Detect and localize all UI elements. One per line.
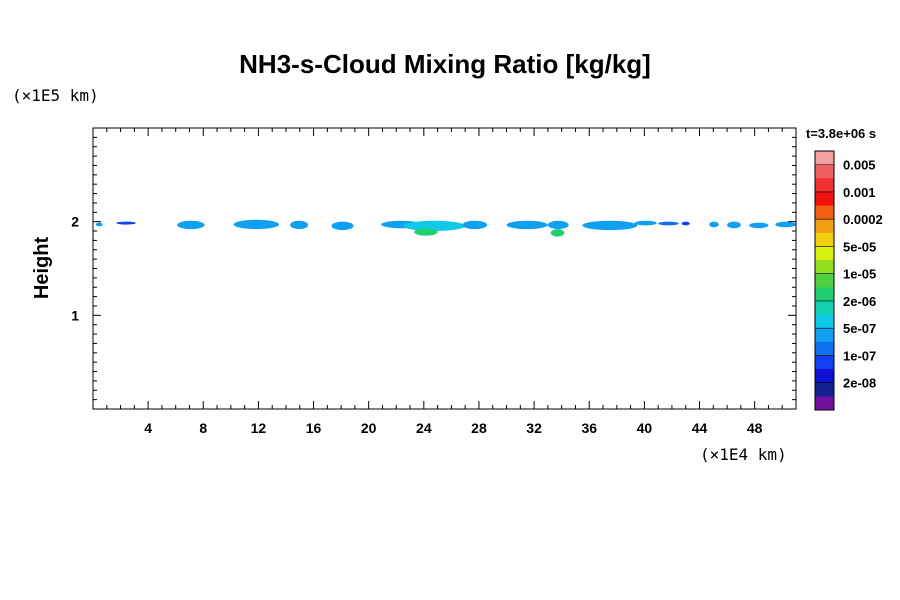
colorbar-label: 5e-07	[843, 321, 876, 336]
cloud-patch	[116, 221, 136, 225]
x-tick-label: 8	[199, 420, 207, 436]
colorbar-label: 0.005	[843, 158, 876, 173]
chart-title: NH3-s-Cloud Mixing Ratio [kg/kg]	[239, 49, 651, 79]
y-tick-label: 2	[71, 214, 79, 230]
colorbar-segment	[815, 328, 834, 343]
colorbar-segment	[815, 341, 834, 356]
colorbar-segment	[815, 300, 834, 316]
x-unit-label: (×1E4 km)	[700, 445, 787, 464]
cloud-patch	[95, 222, 103, 227]
colorbar-segment	[815, 191, 834, 207]
colorbar-segment	[815, 355, 834, 370]
colorbar-segment	[815, 164, 834, 179]
colorbar-segment	[815, 396, 834, 411]
colorbar-segment	[815, 232, 834, 247]
colorbar-segment	[815, 205, 834, 220]
cloud-patch	[582, 220, 638, 231]
colorbar-label: 2e-08	[843, 376, 876, 391]
x-tick-label: 48	[747, 420, 763, 436]
colorbar-segment	[815, 178, 834, 193]
cloud-patch	[550, 229, 565, 237]
cloud-patch	[658, 221, 679, 226]
y-tick-label: 1	[71, 307, 79, 323]
cloud-patch	[233, 219, 280, 230]
colorbar-segment	[815, 382, 834, 397]
cloud-patch	[749, 222, 769, 229]
x-tick-label: 20	[361, 420, 377, 436]
x-tick-label: 44	[692, 420, 708, 436]
colorbar-label: 1e-07	[843, 348, 876, 363]
cloud-patch	[634, 220, 657, 226]
colorbar-segment	[815, 246, 834, 261]
x-tick-label: 36	[581, 420, 597, 436]
x-tick-label: 28	[471, 420, 487, 436]
x-tick-label: 32	[526, 420, 542, 436]
colorbar-label: 5e-05	[843, 239, 876, 254]
colorbar-segment	[815, 369, 834, 384]
cloud-patch	[547, 220, 569, 230]
cloud-layer	[95, 219, 796, 237]
y-axis-label: Height	[31, 237, 53, 300]
colorbar-segment	[815, 151, 834, 166]
x-tick-label: 24	[416, 420, 432, 436]
colorbar-frame	[814, 150, 835, 411]
cloud-patch	[709, 221, 719, 228]
x-tick-label: 16	[306, 420, 322, 436]
x-tick-label: 40	[637, 420, 653, 436]
cloud-patch	[414, 228, 438, 236]
colorbar-label: 0.0002	[843, 212, 883, 227]
colorbar-segment	[815, 219, 834, 234]
colorbar-segment	[815, 287, 834, 302]
y-unit-label: (×1E5 km)	[12, 86, 99, 105]
colorbar-segment	[815, 273, 834, 288]
cloud-patch	[462, 220, 488, 230]
colorbar-segment	[815, 260, 834, 275]
colorbar-label: 2e-06	[843, 294, 876, 309]
cloud-patch	[506, 220, 548, 230]
cloud-patch	[290, 220, 309, 230]
cloud-patch	[727, 221, 741, 229]
x-tick-label: 12	[251, 420, 267, 436]
cloud-patch	[177, 220, 205, 230]
colorbar-label: 1e-05	[843, 267, 876, 282]
cloud-patch	[331, 221, 354, 231]
x-tick-label: 4	[144, 420, 152, 436]
cloud-patch	[775, 221, 796, 228]
time-label: t=3.8e+06 s	[806, 126, 876, 141]
colorbar: 0.005 0.001 0.0002 5e-05 1e-05 2e-06 5e-07 1e-0…	[814, 150, 883, 411]
cloud-patch	[403, 220, 466, 232]
colorbar-segment	[815, 314, 834, 329]
cloud-patch	[681, 221, 690, 226]
colorbar-label: 0.001	[843, 185, 876, 200]
plot-frame	[92, 127, 797, 410]
